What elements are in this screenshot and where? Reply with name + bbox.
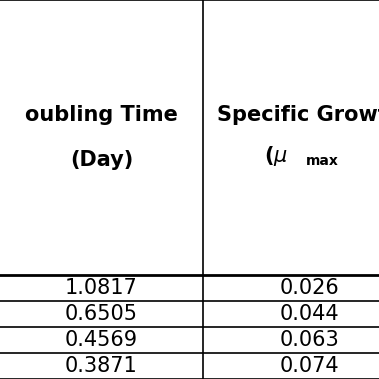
Text: oubling Time: oubling Time: [25, 105, 178, 125]
Text: Specific Growth: Specific Growth: [217, 105, 379, 125]
Text: max: max: [306, 154, 339, 168]
Text: 0.026: 0.026: [280, 278, 340, 298]
Text: ($\mu$: ($\mu$: [264, 144, 288, 168]
Text: 0.044: 0.044: [280, 304, 340, 324]
Text: 0.074: 0.074: [280, 356, 340, 376]
Text: 1.0817: 1.0817: [65, 278, 138, 298]
Text: 0.3871: 0.3871: [65, 356, 138, 376]
Text: 0.6505: 0.6505: [65, 304, 138, 324]
Text: 0.063: 0.063: [280, 330, 340, 350]
Text: (Day): (Day): [70, 150, 133, 170]
Text: 0.4569: 0.4569: [65, 330, 138, 350]
